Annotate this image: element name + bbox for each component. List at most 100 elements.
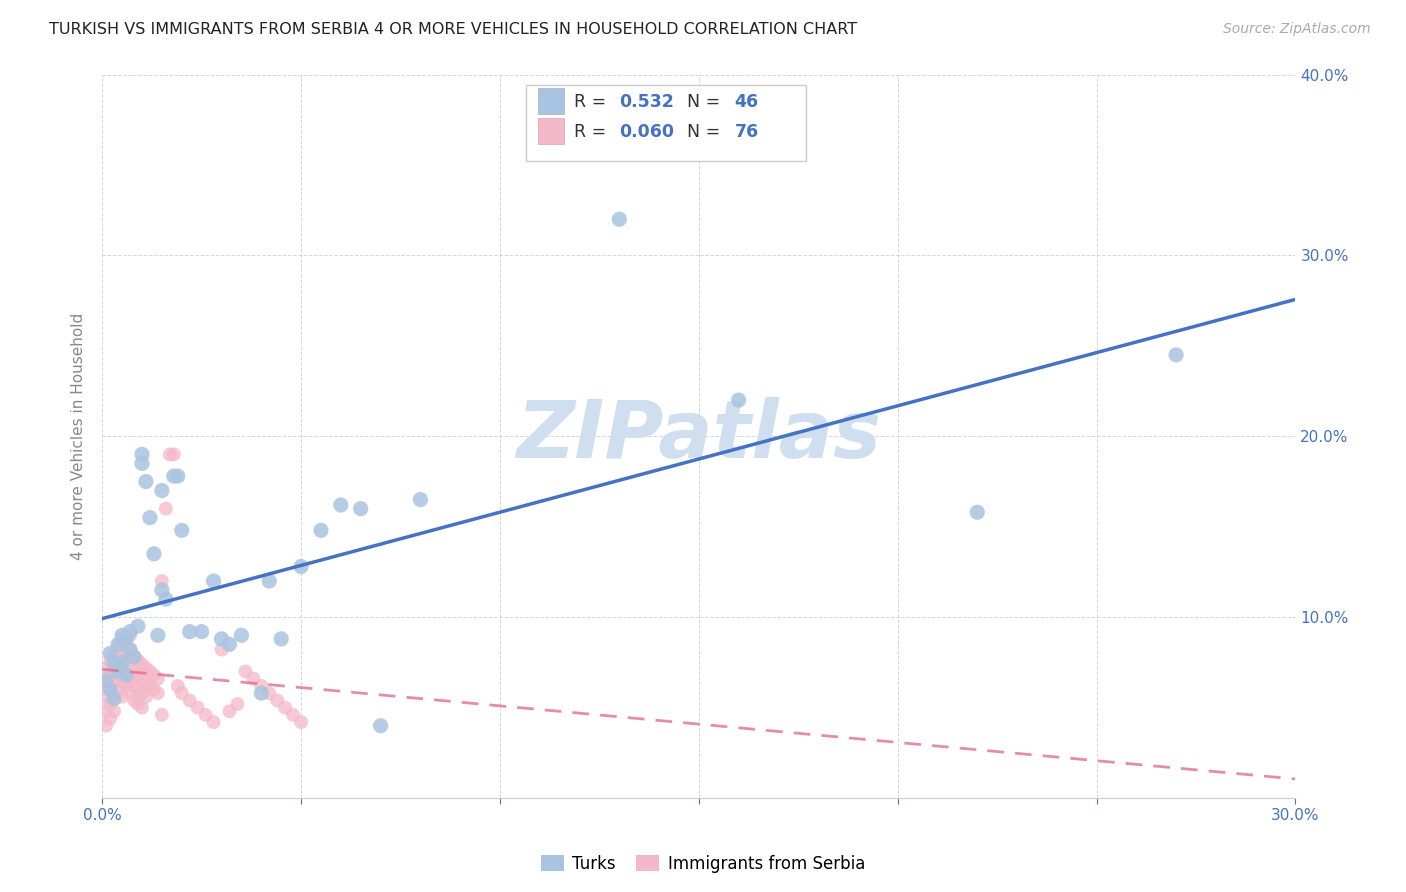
Point: [96, 719, 118, 733]
Point: [115, 650, 138, 665]
Point: [107, 668, 129, 682]
Point: [115, 679, 138, 693]
Point: [131, 686, 153, 700]
Point: [142, 668, 165, 682]
Point: [142, 547, 165, 561]
Point: [107, 665, 129, 679]
Point: [329, 498, 352, 512]
Point: [98, 668, 121, 682]
Point: [111, 646, 134, 660]
Point: [170, 524, 193, 538]
Point: [218, 704, 240, 718]
Point: [187, 700, 209, 714]
Point: [259, 574, 281, 588]
Point: [242, 672, 264, 686]
Point: [98, 682, 121, 697]
Y-axis label: 4 or more Vehicles in Household: 4 or more Vehicles in Household: [72, 313, 86, 560]
Point: [250, 686, 273, 700]
Text: 76: 76: [734, 123, 759, 142]
Point: [163, 447, 186, 461]
Point: [127, 619, 149, 633]
Point: [211, 632, 233, 646]
Point: [98, 697, 121, 711]
Text: R =: R =: [574, 93, 612, 111]
Point: [290, 559, 312, 574]
Point: [122, 679, 145, 693]
Point: [270, 632, 292, 646]
Bar: [537, 118, 564, 144]
Text: R =: R =: [574, 123, 612, 142]
Point: [170, 686, 193, 700]
Point: [235, 665, 257, 679]
Point: [231, 628, 253, 642]
Text: Source: ZipAtlas.com: Source: ZipAtlas.com: [1223, 22, 1371, 37]
Point: [250, 679, 273, 693]
Text: N =: N =: [688, 93, 725, 111]
Point: [274, 700, 297, 714]
Point: [131, 700, 153, 714]
Point: [118, 628, 141, 642]
Point: [96, 690, 118, 704]
Point: [211, 642, 233, 657]
Point: [259, 686, 281, 700]
Point: [111, 661, 134, 675]
Point: [107, 639, 129, 653]
Point: [166, 469, 188, 483]
Point: [159, 447, 181, 461]
Point: [139, 510, 162, 524]
Point: [103, 690, 125, 704]
Point: [103, 646, 125, 660]
Point: [96, 673, 118, 688]
Point: [103, 656, 125, 670]
Point: [202, 715, 225, 730]
Point: [131, 447, 153, 461]
Point: [118, 672, 141, 686]
Point: [118, 686, 141, 700]
Point: [139, 679, 162, 693]
Point: [146, 686, 169, 700]
Point: [96, 704, 118, 718]
Point: [118, 657, 141, 672]
Point: [107, 654, 129, 668]
Point: [135, 690, 157, 704]
Point: [98, 654, 121, 668]
Point: [115, 632, 138, 646]
Point: [127, 668, 149, 682]
Point: [155, 501, 177, 516]
Point: [107, 682, 129, 697]
Point: [150, 483, 173, 498]
Point: [111, 628, 134, 642]
Point: [139, 665, 162, 679]
Point: [111, 656, 134, 670]
Point: [98, 682, 121, 697]
Text: 0.532: 0.532: [619, 93, 673, 111]
Point: [115, 635, 138, 649]
Point: [163, 469, 186, 483]
Point: [115, 668, 138, 682]
Point: [135, 675, 157, 690]
Point: [103, 661, 125, 675]
Point: [127, 654, 149, 668]
Point: [179, 624, 201, 639]
Point: [96, 661, 118, 675]
Point: [115, 665, 138, 679]
Point: [135, 661, 157, 675]
Point: [118, 624, 141, 639]
Point: [266, 693, 288, 707]
Point: [122, 693, 145, 707]
Point: [111, 675, 134, 690]
Point: [409, 492, 432, 507]
FancyBboxPatch shape: [526, 86, 806, 161]
Text: 0.060: 0.060: [619, 123, 673, 142]
Point: [122, 650, 145, 665]
Point: [202, 574, 225, 588]
Point: [111, 632, 134, 646]
Point: [607, 212, 630, 227]
Point: [103, 675, 125, 690]
Point: [98, 711, 121, 725]
Point: [127, 682, 149, 697]
Point: [194, 707, 217, 722]
Point: [131, 457, 153, 471]
Point: [281, 707, 304, 722]
Point: [127, 697, 149, 711]
